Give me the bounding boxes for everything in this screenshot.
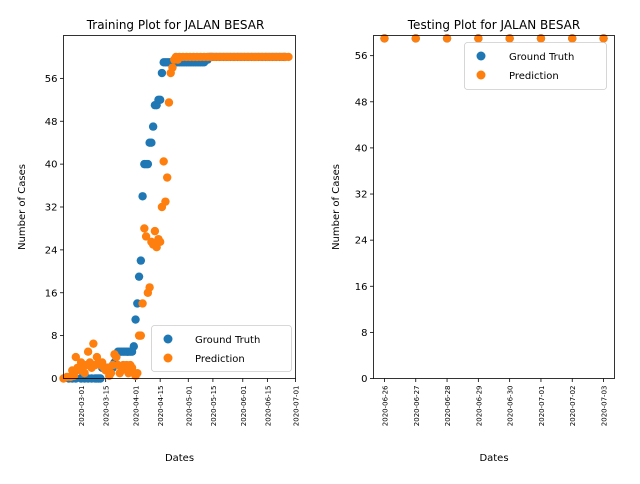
data-point-prediction [145, 283, 154, 292]
y-axis-label: Number of Cases [17, 164, 28, 250]
x-tick-label: 2020-05-01 [185, 386, 193, 427]
data-point-prediction [536, 34, 546, 43]
training-plot: Training Plot for JALAN BESAR Dates Numb… [17, 18, 301, 464]
data-point-prediction [150, 226, 160, 236]
x-tick-label: 2020-06-29 [475, 386, 483, 427]
data-point-ground-truth [147, 138, 156, 147]
data-point-ground-truth [157, 68, 167, 78]
legend-box [464, 42, 607, 90]
y-tick-label: 24 [355, 236, 368, 247]
data-point-prediction [71, 352, 81, 362]
data-point-ground-truth [129, 342, 139, 351]
chart-title: Training Plot for JALAN BESAR [86, 18, 265, 32]
y-axis-label: Number of Cases [331, 164, 342, 250]
points-layer [380, 34, 608, 43]
x-tick-label: 2020-06-15 [264, 386, 272, 427]
x-tick-label: 2020-07-01 [538, 386, 546, 427]
tick-layer: 0 8 16 24 32 40 48 56 2020-03-01 2020-03-15 2020-0… [45, 74, 301, 426]
y-tick-label: 40 [355, 143, 368, 154]
x-axis-label: Dates [479, 453, 508, 464]
data-point-prediction [80, 368, 89, 378]
x-tick-label: 2020-06-28 [444, 386, 452, 427]
y-tick-label: 16 [45, 288, 58, 299]
legend-label-prediction: Prediction [195, 354, 245, 365]
data-point-prediction [89, 339, 98, 348]
data-point-ground-truth [138, 192, 147, 201]
x-tick-label: 2020-03-15 [103, 386, 111, 427]
axes-frame [373, 35, 615, 379]
x-tick-label: 2020-06-01 [240, 386, 248, 427]
axes-frame [63, 35, 296, 379]
testing-plot: Testing Plot for JALAN BESAR Dates Numbe… [331, 18, 615, 464]
data-point-prediction [133, 368, 142, 378]
y-tick-label: 16 [355, 282, 368, 293]
legend: Ground Truth Prediction [151, 325, 292, 372]
x-tick-label: 2020-06-30 [507, 386, 515, 427]
x-tick-label: 2020-05-15 [210, 386, 218, 427]
legend: Ground Truth Prediction [464, 42, 607, 90]
data-point-prediction [442, 34, 452, 43]
data-point-prediction [411, 34, 420, 43]
data-point-prediction [140, 224, 149, 233]
legend-label-ground-truth: Ground Truth [509, 52, 574, 63]
x-tick-label: 2020-03-01 [78, 386, 86, 427]
data-point-prediction [168, 63, 177, 72]
x-tick-label: 2020-06-26 [381, 385, 389, 426]
data-point-prediction [161, 197, 170, 206]
y-tick-label: 40 [45, 160, 58, 171]
data-point-prediction [138, 299, 147, 308]
data-point-prediction [284, 52, 293, 62]
y-tick-label: 48 [355, 97, 368, 108]
tick-layer: 0 8 16 24 32 40 48 56 2020-06-26 2020-06-27 2020-0… [355, 51, 609, 426]
legend-marker-ground-truth [476, 51, 486, 61]
data-point-prediction [599, 34, 608, 43]
x-tick-label: 2020-04-01 [133, 386, 141, 427]
data-point-ground-truth [155, 95, 165, 105]
legend-marker-prediction [476, 70, 486, 80]
legend-box [151, 325, 292, 372]
y-tick-label: 0 [51, 374, 57, 385]
data-point-prediction [162, 173, 172, 182]
y-tick-label: 8 [51, 331, 57, 342]
data-point-prediction [505, 34, 514, 43]
data-point-prediction [474, 34, 483, 43]
x-tick-label: 2020-07-03 [601, 386, 609, 427]
data-point-prediction [164, 98, 174, 107]
data-point-prediction [112, 352, 121, 362]
data-point-ground-truth [136, 256, 146, 265]
data-point-prediction [155, 237, 165, 247]
data-point-prediction [106, 368, 116, 378]
data-point-ground-truth [131, 315, 140, 324]
data-point-ground-truth [143, 159, 153, 169]
y-tick-label: 8 [361, 328, 367, 339]
legend-label-prediction: Prediction [509, 71, 559, 82]
x-tick-label: 2020-07-01 [293, 386, 301, 427]
data-point-ground-truth [148, 122, 158, 131]
chart-title: Testing Plot for JALAN BESAR [407, 18, 580, 32]
data-point-prediction [568, 34, 577, 43]
y-tick-label: 32 [45, 203, 58, 214]
data-point-prediction [69, 371, 79, 381]
legend-marker-ground-truth [163, 334, 173, 344]
y-tick-label: 32 [355, 190, 368, 201]
data-point-ground-truth [134, 272, 144, 281]
x-tick-label: 2020-07-02 [569, 386, 577, 427]
data-point-prediction [159, 157, 168, 166]
x-tick-label: 2020-04-15 [157, 386, 165, 427]
points-layer [59, 52, 293, 383]
y-tick-label: 24 [45, 245, 58, 256]
x-tick-label: 2020-06-27 [413, 386, 421, 427]
legend-marker-prediction [163, 353, 173, 363]
y-tick-label: 0 [361, 374, 367, 385]
data-point-prediction [380, 34, 389, 43]
y-tick-label: 56 [355, 51, 368, 62]
data-point-prediction [83, 347, 93, 356]
data-point-prediction [141, 232, 151, 241]
x-axis-label: Dates [165, 453, 194, 464]
legend-label-ground-truth: Ground Truth [195, 335, 260, 346]
y-tick-label: 48 [45, 117, 58, 128]
data-point-prediction [136, 331, 146, 340]
y-tick-label: 56 [45, 74, 58, 85]
